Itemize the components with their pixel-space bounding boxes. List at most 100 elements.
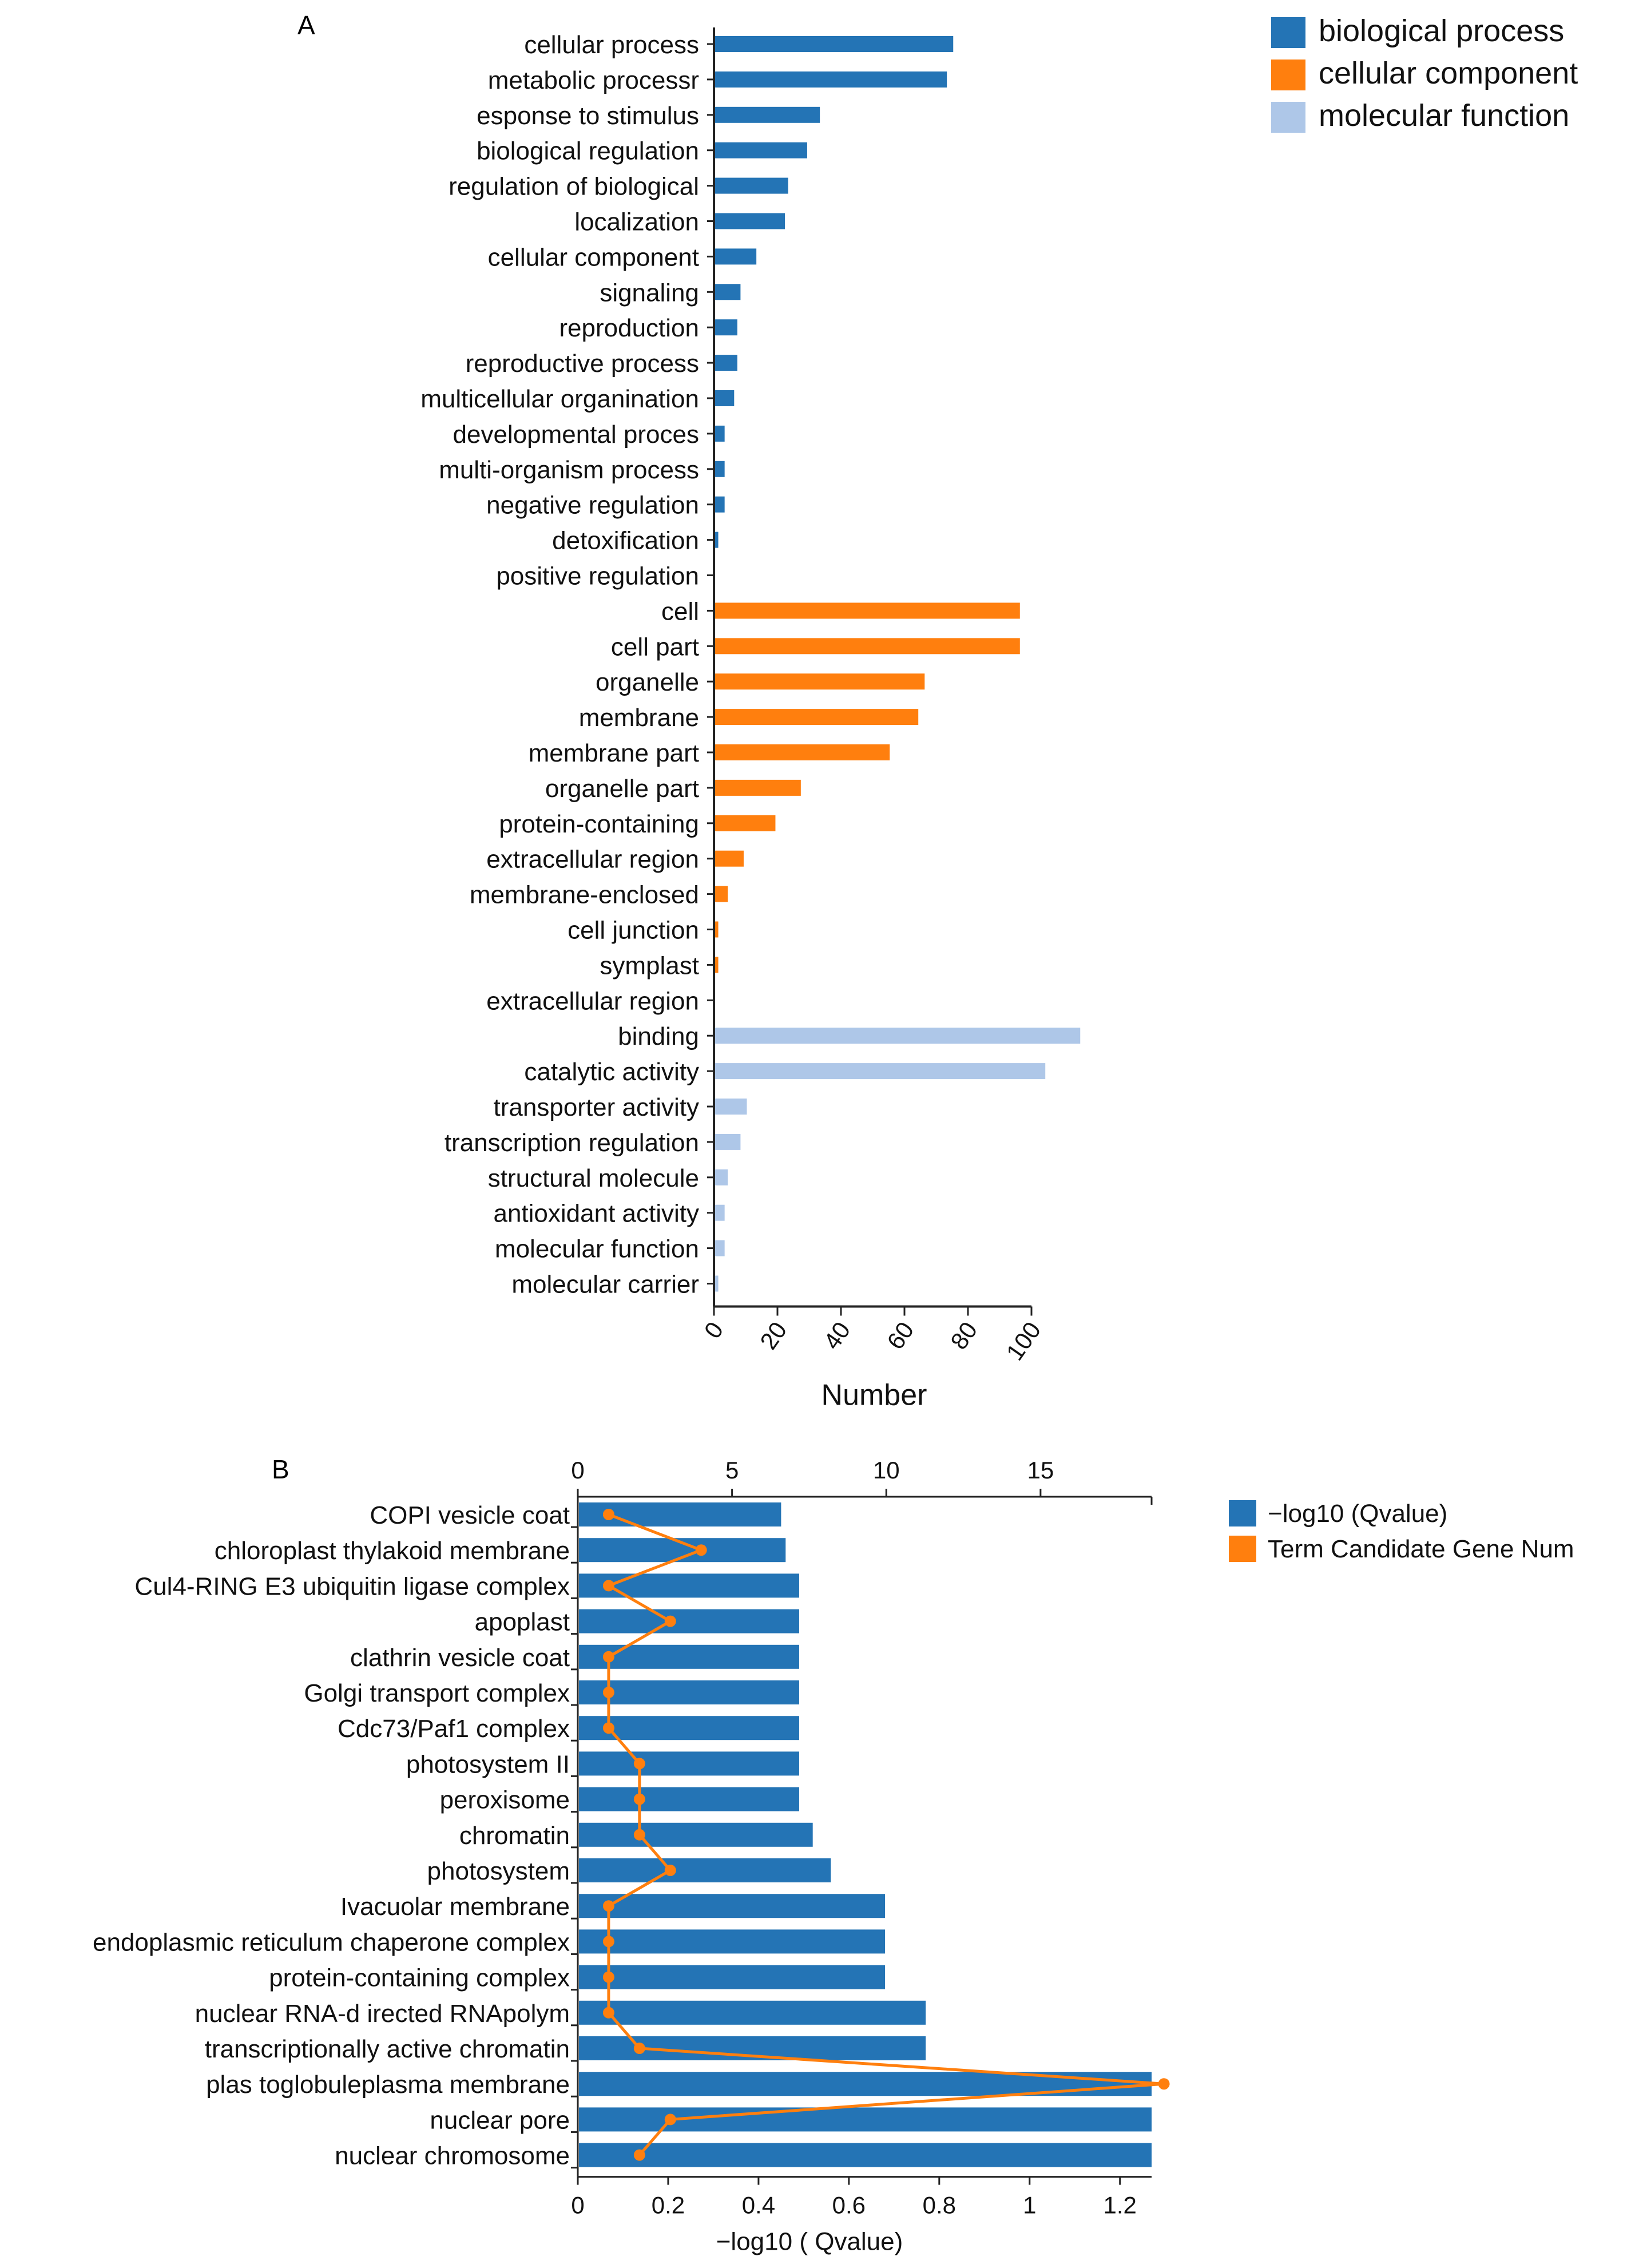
category-label: developmental proces (453, 421, 699, 449)
category-label: photosystem II (406, 1750, 570, 1778)
category-label: COPI vesicle coat (370, 1501, 570, 1529)
category-label: transporter activity (494, 1093, 699, 1121)
gene-num-point-protein-containing-complex (602, 1971, 614, 1983)
category-label: signaling (600, 279, 699, 307)
x-tick-label: 1.2 (1104, 2192, 1137, 2219)
gene-num-point-nuclear-pore (664, 2114, 676, 2126)
bar-structural-molecule (715, 1169, 728, 1185)
category-label: cell (661, 597, 699, 625)
top-tick-label: 15 (1027, 1457, 1054, 1484)
panel-label-b: B (272, 1454, 289, 1484)
x-tick-label: 0 (699, 1317, 728, 1343)
category-label: positive regulation (496, 562, 699, 590)
category-label: apoplast (475, 1608, 570, 1636)
bar-ivacuolar-membrane (579, 1894, 886, 1918)
bar-protein-containing-complex (579, 1965, 886, 1989)
category-label: Golgi transport complex (304, 1679, 570, 1707)
category-label: chloroplast thylakoid membrane (215, 1537, 570, 1565)
x-tick-label: 1 (1023, 2192, 1036, 2219)
bar-reproduction (715, 319, 737, 336)
category-label: peroxisome (440, 1786, 570, 1814)
category-label: antioxidant activity (493, 1200, 699, 1228)
top-tick-label: 10 (873, 1457, 900, 1484)
panel-label-a: A (297, 10, 315, 40)
category-label: nuclear RNA-d irected RNApolym (195, 2000, 570, 2028)
legend-label-cellular-component: cellular component (1319, 56, 1578, 90)
bar-peroxisome (579, 1787, 799, 1811)
legend-swatch-log10-qvalue (1229, 1500, 1256, 1526)
category-label: transcriptionally active chromatin (205, 2035, 570, 2063)
panel-a-chart: cellular process metabolic processr espons… (420, 14, 1578, 1412)
x-tick-label: 20 (755, 1317, 792, 1354)
category-label: Cul4-RING E3 ubiquitin ligase complex (134, 1572, 570, 1600)
category-label: nuclear pore (430, 2106, 570, 2134)
category-label: cellular component (488, 243, 699, 271)
gene-num-point-golgi-transport-complex (602, 1687, 614, 1698)
bar-molecular-carrier (715, 1275, 719, 1292)
legend-swatch-term-candidate-gene-num (1229, 1536, 1256, 1562)
category-label: transcription regulation (445, 1129, 699, 1157)
bar-reproductive-process (715, 355, 737, 371)
legend-label-biological-process: biological process (1319, 14, 1564, 48)
bar-cellular-process (715, 36, 954, 52)
category-label: organelle (596, 668, 699, 696)
x-tick-label: 40 (818, 1317, 855, 1354)
bar-chromatin (579, 1822, 813, 1847)
category-label: organelle part (545, 775, 699, 803)
bar-developmental-proces (715, 425, 725, 442)
bar-detoxification (715, 532, 719, 548)
bar-photosystem-ii (579, 1751, 799, 1776)
bar-symplast (715, 957, 719, 973)
gene-num-point-peroxisome (633, 1793, 645, 1805)
gene-num-point-photosystem-ii (633, 1758, 645, 1770)
bar-membrane-part (715, 744, 890, 760)
gene-num-point-transcriptionally-active-chromatin (633, 2043, 645, 2054)
bar-transcription-regulation (715, 1133, 741, 1150)
gene-num-point-cdc73-paf1-complex (602, 1722, 614, 1734)
bar-transporter-activity (715, 1099, 747, 1115)
category-label: extracellular region (486, 846, 699, 874)
bar-endoplasmic-reticulum-chaperone-complex (579, 1929, 886, 1954)
bar-apoplast (579, 1609, 799, 1633)
bar-esponse-to-stimulus (715, 106, 820, 123)
gene-num-point-clathrin-vesicle-coat (602, 1651, 614, 1663)
category-label: multi-organism process (439, 456, 699, 484)
category-label: biological regulation (477, 137, 699, 165)
bar-nuclear-rna-d-irected-rnapolym (579, 2000, 926, 2025)
bar-cell-part (715, 638, 1020, 655)
legend-label-log10-qvalue: −log10 (Qvalue) (1268, 1500, 1447, 1528)
x-tick-label: 0.4 (742, 2192, 775, 2219)
legend-swatch-molecular-function (1271, 102, 1305, 133)
bar-catalytic-activity (715, 1063, 1046, 1080)
category-label: membrane-enclosed (470, 881, 699, 909)
bar-signaling (715, 284, 741, 300)
category-label: localization (574, 208, 699, 236)
legend-label-term-candidate-gene-num: Term Candidate Gene Num (1268, 1535, 1574, 1563)
gene-num-point-ivacuolar-membrane (602, 1900, 614, 1912)
category-label: protein-containing complex (269, 1964, 570, 1992)
top-tick-label: 5 (725, 1457, 739, 1484)
bar-photosystem (579, 1858, 831, 1882)
category-label: binding (618, 1022, 699, 1050)
x-tick-label: 0.6 (832, 2192, 866, 2219)
bar-regulation-of-biological (715, 177, 788, 194)
bar-extracellular-region (715, 850, 744, 867)
bar-cellular-component (715, 248, 757, 265)
category-label: nuclear chromosome (335, 2142, 570, 2170)
gene-num-point-photosystem (664, 1865, 676, 1876)
gene-num-point-chloroplast-thylakoid-membrane (695, 1544, 707, 1556)
bar-cell (715, 602, 1020, 619)
x-tick-label: 80 (945, 1317, 982, 1354)
x-tick-label: 0.8 (923, 2192, 956, 2219)
category-label: chromatin (459, 1822, 570, 1850)
x-tick-label: 0 (571, 2192, 584, 2219)
bar-negative-regulation (715, 496, 725, 513)
legend-label-molecular-function: molecular function (1319, 98, 1569, 133)
category-label: photosystem (427, 1857, 570, 1885)
legend-swatch-biological-process (1271, 17, 1305, 48)
category-label: membrane part (529, 739, 699, 767)
category-label: negative regulation (486, 491, 699, 520)
category-label: membrane (579, 704, 699, 732)
bar-protein-containing (715, 815, 776, 831)
